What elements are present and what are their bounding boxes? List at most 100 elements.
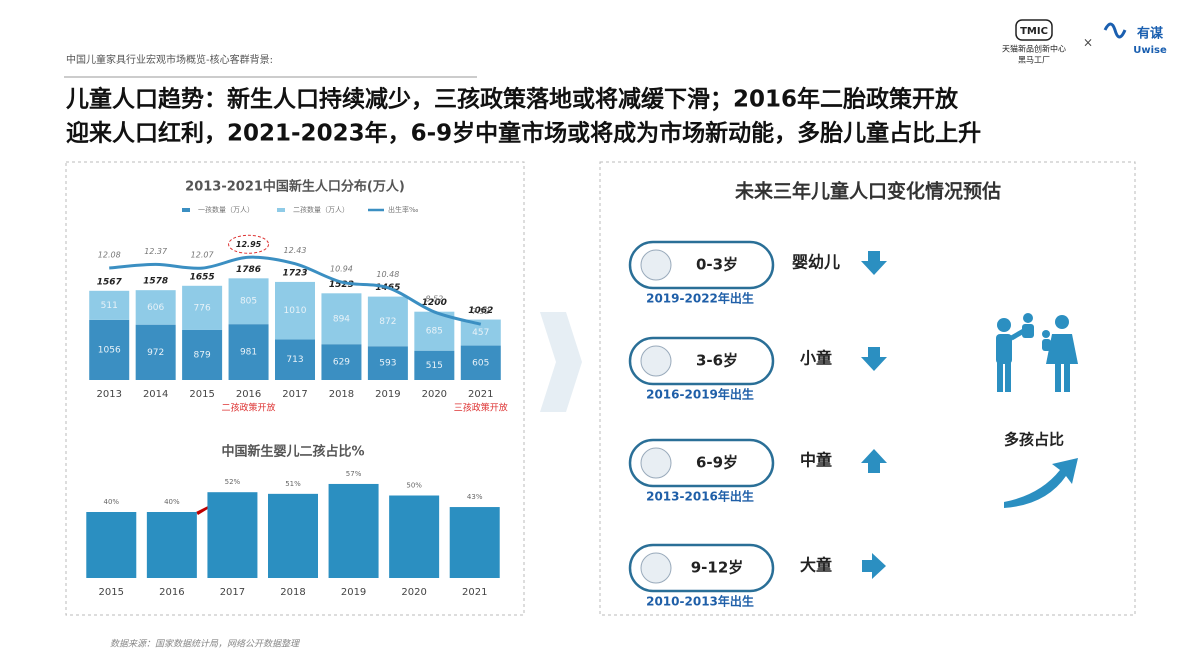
value-label: 40%: [104, 498, 120, 506]
bar-segment: [321, 293, 362, 345]
age-label: 9-12岁: [691, 559, 744, 577]
segment-label: 879: [194, 350, 211, 360]
rate-label: 12.07: [191, 251, 215, 260]
bar: [449, 507, 500, 578]
born-label: 2010-2013年出生: [646, 594, 754, 609]
x-tick-label: 2017: [282, 389, 307, 400]
bar: [268, 493, 318, 578]
segment-label: 805: [240, 297, 257, 307]
x-tick-label: 2021: [462, 587, 487, 598]
legend-swatch: [182, 208, 190, 212]
logo-text: 天猫新品创新中心: [1002, 44, 1066, 54]
forecast: 未来三年儿童人口变化情况预估: [734, 180, 1001, 203]
legend-label: 二孩数量（万人）: [293, 205, 349, 214]
segment-label: 515: [426, 361, 443, 371]
bar-segment: [135, 324, 176, 380]
group-name: 大童: [800, 556, 832, 575]
x-tick-label: 2019: [341, 587, 366, 598]
born-label: 2016-2019年出生: [646, 387, 754, 402]
header-subtitle: 中国儿童家具行业宏观市场概览-核心客群背景:: [66, 53, 273, 66]
born-label: 2013-2016年出生: [646, 489, 754, 504]
rate-label: 10.48: [376, 270, 399, 279]
value-label: 43%: [467, 493, 483, 501]
bar: [146, 512, 197, 578]
segment-label: 1056: [98, 345, 121, 355]
logo-text: 黑马工厂: [1018, 56, 1050, 65]
x-tick-label: 2019: [375, 389, 400, 400]
chart-title: 2013-2021中国新生人口分布(万人): [185, 179, 405, 195]
total-label: 1523: [329, 280, 354, 290]
logo-text: TMIC: [1020, 26, 1048, 37]
chevron: [540, 312, 582, 412]
rate-label: 8.52: [425, 294, 443, 303]
born-label: 2019-2022年出生: [646, 291, 754, 306]
segment-label: 872: [379, 317, 396, 327]
logo-mark: [1103, 22, 1127, 39]
group-name: 中童: [800, 451, 832, 470]
bar-segment: [89, 319, 130, 380]
title-line: 迎来人口红利，2021-2023年，6-9岁中童市场或将成为市场新动能，多胎儿童…: [66, 120, 981, 147]
forecast-note: 多孩占比: [1004, 431, 1064, 449]
total-label: 1655: [190, 272, 215, 282]
total-label: 1723: [282, 268, 307, 278]
segment-label: 457: [472, 328, 489, 338]
bar-segment: [89, 290, 130, 320]
rate-label: 10.94: [330, 265, 353, 274]
legend-label: 一孩数量（万人）: [198, 205, 254, 214]
bar-segment: [460, 345, 501, 380]
x-tick-label: 2016: [159, 587, 184, 598]
highlight-ring: [228, 234, 270, 254]
segment-label: 685: [426, 327, 443, 337]
x-tick-label: 2013: [96, 389, 121, 400]
bar-segment: [367, 296, 408, 347]
value-label: 51%: [285, 480, 301, 488]
trend-arrow: [861, 449, 887, 473]
rate-label: 7.52: [472, 307, 490, 316]
bar-segment: [228, 278, 269, 325]
total-label: 1786: [236, 265, 261, 275]
bar: [328, 483, 379, 578]
bar-segment: [414, 311, 455, 351]
rate-label: 12.95: [236, 240, 262, 249]
total-label: 1200: [422, 298, 447, 308]
segment-label: 972: [147, 348, 164, 358]
segment-label: 606: [147, 303, 164, 313]
annotation: 二孩政策开放: [222, 402, 276, 414]
trend-arrow: [861, 251, 887, 275]
rate-label: 12.37: [144, 247, 168, 256]
total-label: 1567: [97, 277, 123, 287]
logo-frame: [1015, 19, 1053, 41]
age-icon: [640, 249, 672, 281]
x-tick-label: 2016: [236, 389, 261, 400]
source-note: 数据来源：国家数据统计局，网络公开数据整理: [110, 639, 301, 650]
age-icon: [640, 447, 672, 479]
value-label: 50%: [406, 482, 422, 490]
bar: [86, 512, 137, 578]
x-tick-label: 2017: [220, 587, 245, 598]
bar-segment: [182, 329, 223, 380]
rate-label: 12.43: [284, 246, 307, 255]
total-label: 1062: [468, 306, 493, 316]
segment-label: 593: [379, 359, 396, 369]
legend-swatch: [277, 208, 285, 212]
segment-label: 1010: [284, 306, 307, 316]
logo-separator: ×: [1083, 36, 1093, 50]
bar-segment: [414, 350, 455, 380]
x-tick-label: 2020: [401, 587, 426, 598]
legend-label: 出生率‰: [388, 205, 419, 214]
value-label: 52%: [225, 478, 241, 486]
right-panel: [599, 161, 1136, 616]
group-name: 小童: [800, 349, 832, 368]
swoosh-arrow: [1004, 458, 1078, 508]
age-icon: [640, 552, 672, 584]
x-tick-label: 2014: [143, 389, 168, 400]
x-tick-label: 2015: [99, 587, 124, 598]
bar-segment: [182, 285, 223, 330]
segment-label: 605: [472, 358, 489, 368]
rate-line: [109, 255, 482, 326]
family-icon: [996, 313, 1078, 392]
chart-title: 中国新生婴儿二孩占比%: [221, 444, 364, 460]
age-label: 0-3岁: [696, 256, 738, 274]
trend-arrow: [862, 553, 886, 579]
